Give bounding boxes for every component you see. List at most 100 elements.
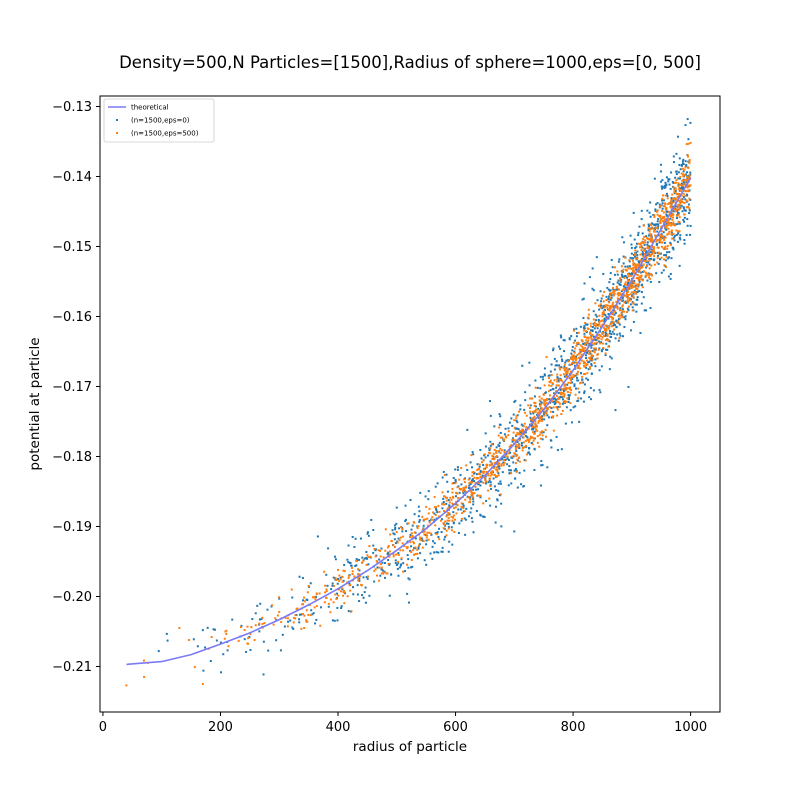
data-point: [557, 392, 560, 395]
data-point: [251, 618, 254, 621]
data-point: [568, 372, 571, 375]
data-point: [600, 338, 603, 341]
data-point: [660, 218, 663, 221]
data-point: [677, 213, 680, 216]
data-point: [380, 566, 383, 569]
data-point: [549, 410, 552, 413]
data-point: [451, 502, 454, 505]
data-point: [671, 201, 674, 204]
data-point: [660, 204, 663, 207]
data-point: [460, 467, 463, 470]
data-point: [595, 256, 598, 259]
data-point: [617, 294, 620, 297]
data-point: [410, 559, 413, 562]
data-point: [672, 223, 675, 226]
data-point: [565, 359, 568, 362]
data-point: [470, 454, 473, 457]
data-point: [620, 293, 623, 296]
data-point: [418, 538, 421, 541]
data-point: [463, 517, 466, 520]
data-point: [334, 558, 337, 561]
data-point: [576, 365, 579, 368]
data-point: [562, 389, 565, 392]
data-point: [646, 272, 649, 275]
data-point: [677, 184, 680, 187]
data-point: [380, 572, 383, 575]
data-point: [539, 375, 542, 378]
data-point: [488, 479, 491, 482]
data-point: [587, 368, 590, 371]
data-point: [636, 276, 639, 279]
data-point: [552, 415, 555, 418]
data-point: [286, 625, 289, 628]
data-point: [608, 329, 611, 332]
data-point: [482, 464, 485, 467]
data-point: [547, 416, 550, 419]
data-point: [617, 319, 620, 322]
data-point: [499, 482, 502, 485]
data-point: [624, 265, 627, 268]
data-point: [579, 349, 582, 352]
data-point: [483, 515, 486, 518]
data-point: [615, 304, 618, 307]
data-point: [463, 488, 466, 491]
data-point: [621, 296, 624, 299]
data-point: [587, 308, 590, 311]
data-point: [624, 256, 627, 259]
data-point: [583, 335, 586, 338]
data-point: [624, 318, 627, 321]
data-point: [667, 218, 670, 221]
data-point: [245, 650, 248, 653]
data-point: [477, 483, 480, 486]
data-point: [535, 408, 538, 411]
data-point: [306, 591, 309, 594]
data-point: [294, 614, 297, 617]
data-point: [607, 317, 610, 320]
data-point: [331, 584, 334, 587]
data-point: [495, 466, 498, 469]
data-point: [679, 175, 682, 178]
data-point: [434, 485, 437, 488]
data-point: [409, 535, 412, 538]
data-point: [619, 317, 622, 320]
data-point: [632, 285, 635, 288]
data-point: [531, 428, 534, 431]
data-point: [623, 325, 626, 328]
data-point: [533, 395, 536, 398]
data-point: [580, 381, 583, 384]
data-point: [561, 402, 564, 405]
data-point: [542, 413, 545, 416]
data-point: [433, 551, 436, 554]
data-point: [434, 513, 437, 516]
data-point: [454, 478, 457, 481]
data-point: [473, 480, 476, 483]
data-point: [644, 241, 647, 244]
data-point: [647, 234, 650, 237]
data-point: [578, 367, 581, 370]
data-point: [648, 230, 651, 233]
data-point: [313, 596, 316, 599]
data-point: [612, 301, 615, 304]
data-point: [570, 358, 573, 361]
data-point: [487, 472, 490, 475]
data-point: [590, 329, 593, 332]
data-point: [680, 182, 683, 185]
data-point: [649, 201, 652, 204]
data-point: [665, 214, 668, 217]
data-point: [609, 292, 612, 295]
data-point: [679, 184, 682, 187]
data-point: [612, 287, 615, 290]
data-point: [427, 490, 430, 493]
data-point: [608, 368, 611, 371]
data-point: [513, 530, 516, 533]
data-point: [688, 209, 691, 212]
data-point: [560, 366, 563, 369]
data-point: [674, 205, 677, 208]
data-point: [675, 192, 678, 195]
data-point: [397, 574, 400, 577]
data-point: [606, 334, 609, 337]
data-point: [448, 512, 451, 515]
data-point: [585, 339, 588, 342]
data-point: [614, 312, 617, 315]
data-point: [664, 225, 667, 228]
